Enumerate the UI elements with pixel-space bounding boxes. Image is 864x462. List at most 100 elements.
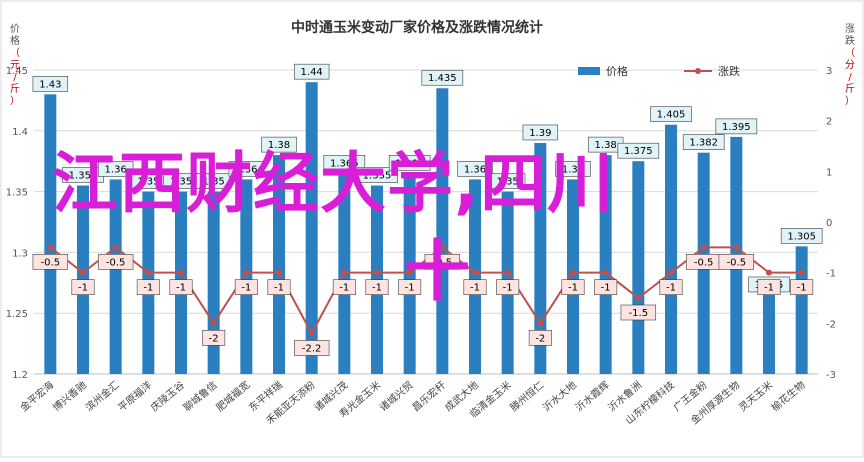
line-data-label: -1.5 [620,304,657,321]
line-point [145,269,152,276]
line-data-label-box [71,279,95,295]
line-point [341,269,348,276]
line-point [210,320,217,327]
line-data-label-box [32,254,69,270]
line-data-label-box [398,279,422,295]
bar-data-label: 1.43 [32,76,69,92]
line-data-label-text: -1 [503,283,513,294]
line-point [276,269,282,276]
y-right-tick-label: 3 [826,66,832,77]
line-data-label-box [561,279,585,295]
line-data-label-box [97,254,134,270]
line-data-label-text: -1 [274,283,284,294]
bar-data-label-text: 1.35 [497,177,519,188]
y-left-axis-title: 价格（元/斤） [10,23,20,107]
line-data-label-text: -1 [797,283,807,294]
bar-data-label: 1.382 [682,134,725,150]
y-left-tick-label: 1.35 [6,188,28,199]
bar-data-label-text: 1.44 [301,67,323,78]
bar [207,191,220,374]
bar-data-label-text: 1.39 [529,128,551,139]
line-data-label-box [267,279,291,295]
bar-data-label-box [421,69,464,86]
bar-data-label: 1.35 [489,173,526,189]
line-data-label-text: -1 [568,283,578,294]
bar-data-label: 1.36 [555,161,591,177]
line-data-label: -1 [169,279,193,295]
bar [436,88,449,375]
line-point [112,244,119,251]
bar-data-label: 1.36 [228,161,265,177]
y-right-tick-label: 2 [826,117,832,128]
bar-data-label: 1.375 [617,142,660,159]
line-data-label-box [424,254,461,270]
line-data-label: -1 [496,279,520,295]
bar-data-label-text: 1.395 [722,122,751,133]
y-left-tick-label: 1.2 [12,370,28,381]
axis-title-char: 涨 [845,23,855,35]
line-point [733,244,740,251]
bar-data-label: 1.305 [780,228,823,244]
line-data-label: -1 [659,279,683,295]
bar [632,161,645,374]
axis-title-char: 斤 [845,83,855,95]
bar-data-label: 1.355 [356,167,398,183]
bar-data-label-box [457,161,493,177]
line-point [668,269,674,276]
line-point [243,269,250,276]
bar-data-label: 1.35 [195,173,232,189]
line-data-label-box [169,279,193,295]
line-data-label: -0.5 [32,254,69,270]
y-right-axis-title: 涨跌（分/斤） [845,23,855,107]
bar [469,179,481,374]
bar-data-label: 1.36 [97,161,134,177]
bar-data-label-box [715,118,758,135]
line-data-label-text: -1.5 [629,308,649,319]
line-data-label-box [202,330,226,346]
bar-data-label-text: 1.35 [170,177,192,188]
bar-data-label-text: 1.355 [363,171,392,182]
axis-title-char: （ [845,47,855,59]
line-data-label-box [594,279,618,295]
line-point [798,269,805,276]
bar-data-label: 1.44 [293,63,330,80]
line-data-label-box [790,279,814,295]
bar-data-label-box [97,161,134,177]
bar-data-label-box [32,76,69,92]
line-point [308,330,315,337]
line-data-label: -1 [234,279,258,295]
bar-data-label: 1.365 [323,155,366,171]
bar-data-label-box [489,173,526,189]
line-data-label: -1 [561,279,585,295]
bar-data-label-box [228,161,265,177]
bar-data-label-text: 1.36 [105,164,127,175]
bar-data-label: 1.38 [261,136,297,153]
overlay-text-line2: 十 [404,233,471,310]
axis-title-char: ） [10,95,20,107]
line-data-label: -1 [757,279,781,295]
line-data-label-text: -1 [601,283,611,294]
line-point [178,269,184,276]
y-left-tick-label: 1.3 [12,248,28,259]
line-point [439,244,446,251]
line-data-label: -2.2 [293,340,330,356]
bar-data-label: 1.395 [715,118,758,135]
bar-data-label-text: 1.365 [395,158,424,169]
line-data-label-text: -0.5 [41,257,61,268]
line-data-label: -1 [365,279,389,295]
bar-data-label-box [195,173,232,189]
line-data-label: -1 [463,279,487,295]
chart-title: 中时通玉米变动厂家价格及涨跌情况统计 [291,19,543,36]
y-left-tick-label: 1.45 [6,66,28,77]
bar-data-label-box [293,63,330,80]
line-point [766,269,772,276]
bar-data-label: 1.405 [650,106,692,123]
line-data-label-box [659,279,683,295]
bar-data-label-text: 1.375 [624,146,653,157]
y-right-tick-label: -1 [826,269,836,280]
line-data-label: -1 [136,279,160,295]
legend-label-bar: 价格 [606,64,628,78]
line-data-label: -0.5 [424,254,461,270]
bar-data-label: 1.365 [388,155,431,171]
line-point [570,269,576,276]
